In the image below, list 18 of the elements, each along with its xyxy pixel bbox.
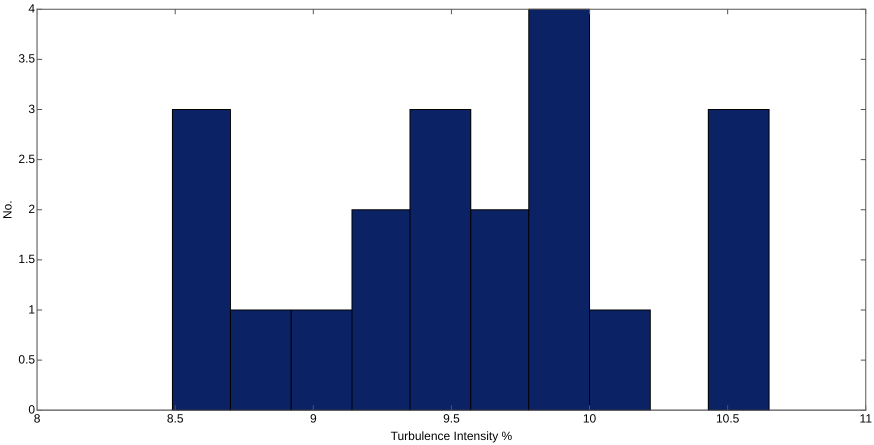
x-tick-label: 9.5	[443, 412, 460, 426]
x-tick-label: 8.5	[166, 412, 184, 426]
x-tick-label: 10.5	[716, 412, 740, 426]
y-tick-label: 2.5	[18, 152, 36, 166]
x-axis-title: Turbulence Intensity %	[390, 429, 513, 444]
y-tick-label: 4	[28, 2, 36, 16]
x-tick-label: 10	[582, 412, 597, 426]
y-tick-label: 3	[28, 102, 36, 116]
y-tick-label: 3.5	[18, 52, 36, 66]
x-tick-label: 11	[860, 412, 872, 426]
y-tick-label: 1	[28, 302, 36, 316]
x-tick-label: 9	[310, 412, 317, 426]
y-tick-label: 0.5	[18, 352, 36, 366]
y-tick-label: 1.5	[18, 252, 36, 266]
x-tick-label: 8	[34, 412, 41, 426]
y-tick-label: 2	[28, 202, 36, 216]
y-axis-title: No.	[0, 200, 15, 220]
y-tick-label: 0	[28, 402, 36, 417]
